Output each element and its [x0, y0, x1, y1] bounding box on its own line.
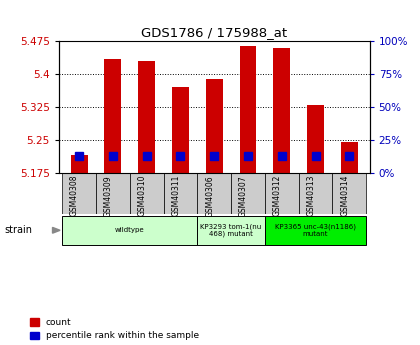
Bar	[163, 173, 197, 214]
Legend: count, percentile rank within the sample: count, percentile rank within the sample	[30, 318, 199, 341]
Bar	[231, 173, 265, 214]
Bar	[206, 79, 223, 173]
Bar	[138, 61, 155, 173]
Text: GSM40307: GSM40307	[239, 175, 248, 217]
Text: GSM40308: GSM40308	[70, 175, 79, 216]
Bar	[341, 142, 358, 173]
Bar	[71, 155, 87, 173]
Bar	[299, 173, 333, 214]
Bar	[62, 173, 96, 214]
Text: GSM40314: GSM40314	[340, 175, 349, 216]
Text: GSM40309: GSM40309	[104, 175, 113, 217]
Bar	[333, 173, 366, 214]
Text: GSM40306: GSM40306	[205, 175, 214, 217]
Text: wildtype: wildtype	[115, 227, 144, 233]
Text: GSM40313: GSM40313	[307, 175, 315, 216]
Text: GSM40312: GSM40312	[273, 175, 282, 216]
Bar	[239, 46, 257, 173]
Text: KP3293 tom-1(nu
468) mutant: KP3293 tom-1(nu 468) mutant	[200, 223, 262, 237]
Text: KP3365 unc-43(n1186)
mutant: KP3365 unc-43(n1186) mutant	[275, 224, 356, 237]
Bar	[273, 48, 290, 173]
Bar	[197, 173, 231, 214]
Text: strain: strain	[4, 225, 32, 235]
Bar	[265, 173, 299, 214]
Bar	[96, 173, 130, 214]
Title: GDS1786 / 175988_at: GDS1786 / 175988_at	[141, 26, 287, 39]
Bar	[105, 59, 121, 173]
Bar	[307, 105, 324, 173]
Bar	[172, 87, 189, 173]
Text: GSM40310: GSM40310	[138, 175, 147, 216]
Bar	[130, 173, 163, 214]
Text: GSM40311: GSM40311	[171, 175, 181, 216]
